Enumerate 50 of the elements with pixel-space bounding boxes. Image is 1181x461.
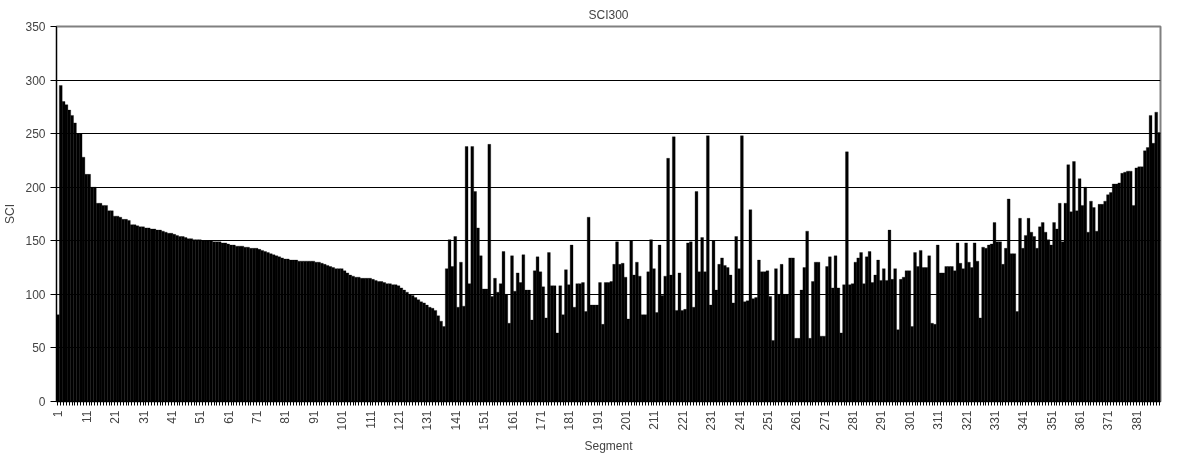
x-tick-label: 41 — [164, 410, 179, 424]
x-tick-label: 71 — [250, 410, 265, 424]
x-tick-label: 61 — [221, 410, 236, 424]
x-tick-label: 281 — [846, 410, 861, 431]
y-tick-label: 200 — [25, 180, 46, 195]
chart-title: SCI300 — [588, 7, 629, 22]
x-tick-label: 141 — [448, 410, 463, 431]
x-tick-label: 291 — [874, 410, 889, 431]
x-tick-label: 121 — [391, 410, 406, 431]
x-tick-label: 371 — [1101, 410, 1116, 431]
y-tick-label: 50 — [32, 341, 46, 356]
x-tick-label: 221 — [675, 410, 690, 431]
x-tick-label: 81 — [278, 410, 293, 424]
x-tick-label: 201 — [619, 410, 634, 431]
x-tick-label: 21 — [108, 410, 123, 424]
x-tick-label: 311 — [931, 410, 946, 430]
y-tick-label: 150 — [25, 234, 46, 249]
y-tick-label: 250 — [25, 127, 46, 142]
x-tick-label: 131 — [420, 410, 435, 431]
x-tick-label: 321 — [959, 410, 974, 431]
x-axis-title: Segment — [584, 438, 634, 453]
x-tick-label: 51 — [193, 410, 208, 424]
y-axis-title: SCI — [3, 203, 18, 224]
x-tick-label: 341 — [1016, 410, 1031, 431]
x-tick-label: 11 — [79, 410, 94, 423]
y-tick-label: 100 — [25, 287, 46, 302]
x-tick-label: 271 — [817, 410, 832, 431]
x-tick-label: 161 — [505, 410, 520, 431]
x-tick-label: 381 — [1129, 410, 1144, 431]
y-tick-label: 0 — [38, 395, 46, 409]
x-tick-label: 331 — [987, 410, 1002, 431]
y-tick-label: 350 — [25, 20, 46, 34]
x-tick-label: 301 — [902, 410, 917, 431]
x-tick-label: 1 — [51, 410, 66, 418]
x-tick-label: 261 — [789, 410, 804, 431]
x-tick-label: 251 — [760, 410, 775, 431]
x-tick-label: 351 — [1044, 410, 1059, 431]
x-tick-label: 211 — [647, 410, 662, 430]
x-tick-label: 31 — [136, 410, 151, 424]
x-tick-label: 151 — [477, 410, 492, 431]
x-tick-label: 231 — [704, 410, 719, 431]
y-tick-label: 300 — [25, 73, 46, 88]
x-tick-label: 91 — [306, 410, 321, 424]
x-tick-label: 181 — [562, 410, 577, 431]
x-tick-label: 361 — [1073, 410, 1088, 431]
x-tick-label: 171 — [533, 410, 548, 431]
x-tick-label: 101 — [335, 410, 350, 431]
x-tick-label: 241 — [732, 410, 747, 431]
x-tick-label: 191 — [590, 410, 605, 431]
x-tick-label: 111 — [363, 410, 378, 429]
